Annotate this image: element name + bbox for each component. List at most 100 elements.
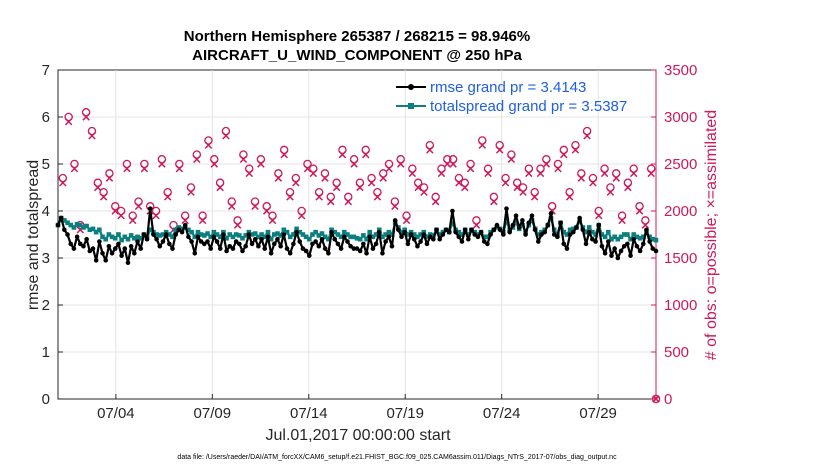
chart-title-line2: AIRCRAFT_U_WIND_COMPONENT @ 250 hPa (192, 47, 522, 64)
rmse-point (179, 229, 185, 235)
totalspread-point (93, 229, 99, 235)
rmse-point (462, 227, 468, 233)
possible-obs-marker (559, 145, 569, 155)
totalspread-point (376, 227, 382, 233)
rmse-point (208, 246, 213, 251)
assimilated-obs-marker (629, 169, 638, 178)
rmse-point (548, 211, 554, 216)
grid (58, 70, 656, 399)
totalspread-point (602, 234, 608, 240)
totalspread-point (119, 237, 124, 243)
possible-obs-marker (349, 155, 359, 164)
rmse-point (520, 218, 525, 223)
possible-obs-marker (227, 197, 237, 206)
possible-obs-marker (332, 178, 341, 188)
possible-obs-marker (58, 173, 68, 183)
totalspread-point (147, 227, 153, 233)
possible-obs-marker (501, 173, 510, 183)
totalspread-point (252, 231, 258, 236)
assimilated-obs-marker (391, 202, 399, 211)
totalspread-point (100, 234, 105, 240)
y-tick-label-left: 4 (42, 203, 50, 220)
possible-obs-marker (64, 112, 73, 122)
assimilated-obs-marker (647, 169, 655, 178)
rmse-point (402, 229, 408, 235)
rmse-point (287, 251, 293, 256)
rmse-point (332, 236, 338, 242)
totalspread-point (472, 229, 477, 235)
y-tick-label-right: 1000 (664, 297, 697, 314)
totalspread-point (259, 232, 264, 237)
totalspread-point (427, 232, 433, 237)
rmse-point (421, 232, 427, 237)
rmse-point (386, 234, 392, 240)
possible-obs-marker (641, 216, 650, 225)
totalspread-point (90, 226, 96, 232)
assimilated-obs-marker (64, 117, 73, 126)
possible-obs-marker (629, 164, 638, 173)
rmse-point (348, 243, 353, 249)
x-tick-label: 07/14 (290, 405, 328, 422)
assimilated-obs-marker (82, 113, 90, 121)
totalspread-point (399, 229, 404, 235)
footnote: data file: /Users/raeder/DAI/ATM_forcXX/… (177, 454, 617, 461)
possible-obs-marker (256, 155, 266, 164)
rmse-point (176, 227, 182, 233)
rmse-point (644, 227, 649, 233)
rmse-point (526, 220, 532, 226)
rmse-point (144, 236, 150, 242)
possible-obs-marker (344, 192, 353, 202)
assimilated-obs-marker (414, 183, 422, 192)
rmse-point (450, 208, 455, 214)
rmse-point (574, 225, 579, 230)
possible-obs-marker (87, 126, 97, 136)
axis-ticks: 07/04 07/09 07/14 07/19 07/24 07/29 0 1 2 3 4 5 6 7 0 5… (42, 62, 698, 422)
possible-obs-marker (309, 164, 318, 173)
rmse-point (532, 227, 538, 233)
totalspread-point (583, 229, 589, 235)
rmse-point (275, 236, 280, 242)
totalspread-point (402, 227, 408, 233)
rmse-point (237, 241, 242, 247)
rmse-point (195, 234, 201, 240)
assimilated-obs-marker (111, 207, 119, 215)
totalspread-point (539, 229, 544, 235)
rmse-point (322, 246, 328, 251)
totalspread-point (192, 234, 198, 240)
totalspread-point (198, 232, 204, 237)
totalspread-point (176, 225, 182, 230)
rmse-point (408, 232, 414, 237)
totalspread-point (415, 234, 420, 240)
possible-obs-marker (384, 159, 394, 169)
rmse-point (128, 243, 134, 249)
totalspread-point (329, 227, 334, 233)
rmse-point (602, 251, 608, 256)
totalspread-point (364, 236, 369, 242)
assimilated-obs-marker (303, 164, 312, 173)
assimilated-obs-marker (251, 202, 259, 211)
possible-obs-marker (122, 159, 132, 169)
possible-obs-marker (635, 202, 644, 211)
totalspread-point (189, 229, 194, 235)
totalspread-point (221, 229, 226, 235)
rmse-point (472, 232, 477, 237)
assimilated-obs-marker (443, 160, 452, 168)
assimilated-obs-marker (128, 216, 137, 225)
assimilated-obs-marker (268, 216, 277, 225)
possible-obs-marker (303, 159, 312, 169)
rmse-point (469, 227, 474, 233)
rmse-point (494, 222, 500, 228)
rmse-point (132, 251, 137, 256)
assimilated-obs-marker (396, 160, 405, 168)
totalspread-point (271, 232, 277, 237)
possible-obs-marker (402, 211, 411, 220)
rmse-point (262, 246, 268, 251)
y-tick-label-left: 1 (42, 344, 50, 361)
assimilated-obs-marker (99, 193, 108, 201)
totalspread-point (106, 232, 112, 237)
totalspread-point (647, 234, 652, 240)
x-tick-label: 07/04 (97, 405, 135, 422)
x-tick-label: 07/24 (483, 405, 521, 422)
rmse-point (284, 246, 290, 251)
x-tick-label: 07/19 (386, 405, 424, 422)
